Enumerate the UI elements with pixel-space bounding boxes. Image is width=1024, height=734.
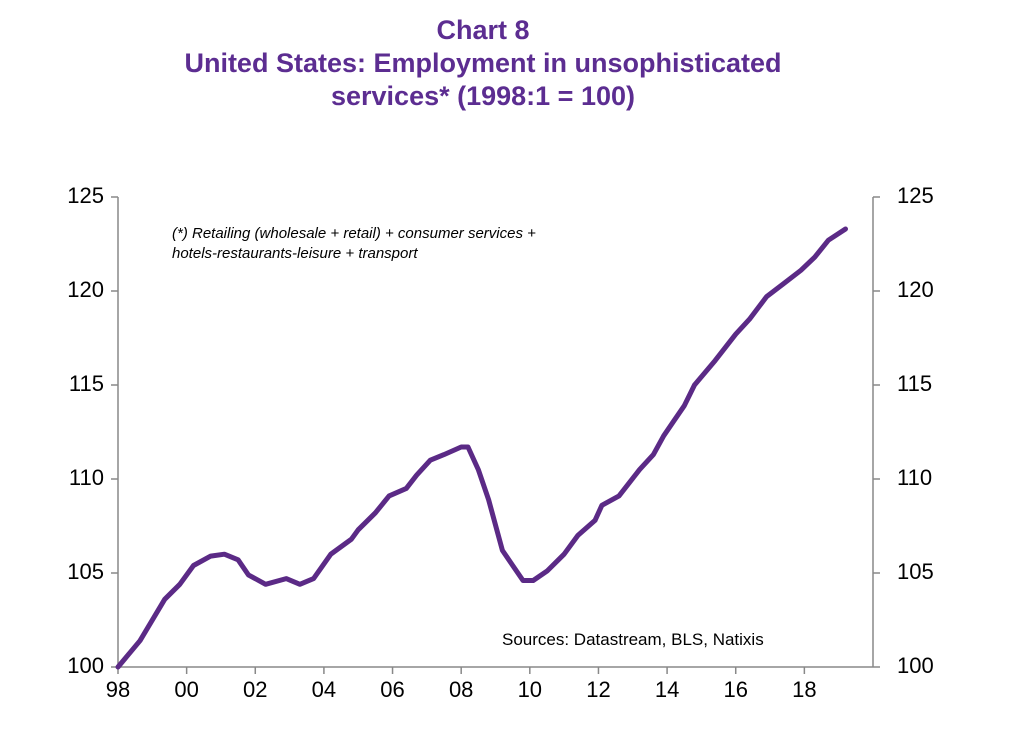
x-tick-label: 98: [106, 677, 130, 702]
line-series: [115, 226, 848, 670]
y-tick-label: 110: [69, 465, 104, 490]
x-tick-label: 08: [449, 677, 473, 702]
x-tick-label: 10: [518, 677, 542, 702]
x-tick-label: 12: [586, 677, 610, 702]
x-tick-label: 06: [380, 677, 404, 702]
chart-subtitle: United States: Employment in unsophistic…: [184, 48, 782, 111]
y2-tick-label: 105: [897, 559, 934, 584]
y2-tick-label: 120: [897, 277, 934, 302]
y-tick-label: 115: [69, 371, 104, 396]
y-tick-label: 105: [67, 559, 104, 584]
x-tick-label: 14: [655, 677, 679, 702]
y2-tick-label: 125: [897, 183, 934, 208]
x-tick-label: 04: [312, 677, 336, 702]
x-tick-label: 02: [243, 677, 267, 702]
y2-tick-label: 100: [897, 653, 934, 678]
x-tick-label: 00: [174, 677, 198, 702]
x-tick-label: 18: [792, 677, 816, 702]
x-tick-label: 16: [723, 677, 747, 702]
source-note: Sources: Datastream, BLS, Natixis: [502, 630, 764, 649]
annotation: (*) Retailing (wholesale + retail) + con…: [172, 225, 536, 262]
y2-tick-label: 110: [897, 465, 932, 490]
chart-title: Chart 8: [436, 15, 530, 45]
y-tick-label: 125: [67, 183, 104, 208]
y-tick-label: 120: [67, 277, 104, 302]
y2-tick-label: 115: [897, 371, 932, 396]
y-tick-label: 100: [67, 653, 104, 678]
